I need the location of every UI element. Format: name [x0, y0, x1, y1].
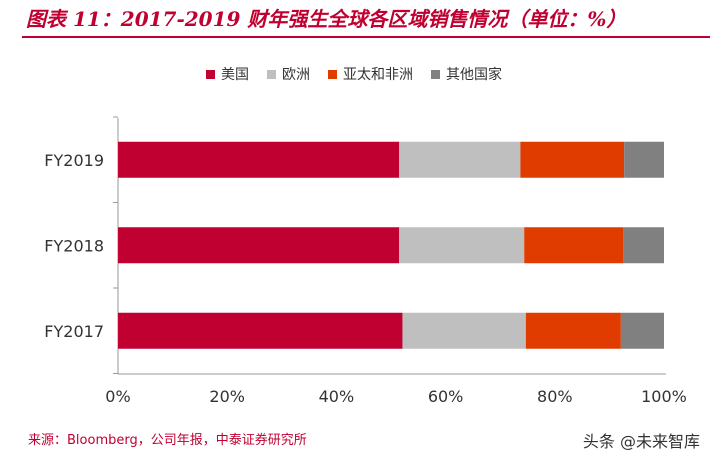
chart-title: 图表 11：2017-2019 财年强生全球各区域销售情况（单位：%） — [26, 7, 627, 31]
legend-label-asia-africa: 亚太和非洲 — [343, 67, 413, 83]
title-underline — [22, 36, 710, 38]
legend-swatch-us — [206, 69, 215, 79]
x-tick-label: 60% — [428, 387, 464, 406]
bar-fy2017-series-1 — [402, 312, 526, 349]
bar-fy2018-series-1 — [399, 227, 525, 264]
bar-fy2019-series-3 — [624, 141, 664, 178]
bar-fy2018-series-2 — [524, 227, 624, 264]
legend-label-us: 美国 — [221, 67, 249, 83]
bar-fy2019-series-0 — [118, 141, 400, 178]
x-tick-label: 100% — [641, 387, 687, 406]
x-tick-label: 80% — [537, 387, 573, 406]
category-label-fy2017: FY2017 — [44, 322, 104, 341]
x-tick-label: 40% — [319, 387, 355, 406]
legend-swatch-europe — [267, 69, 276, 79]
category-label-fy2019: FY2019 — [44, 151, 104, 170]
legend-item-europe: 欧洲 — [267, 64, 310, 84]
x-tick-label: 20% — [209, 387, 245, 406]
category-label-fy2018: FY2018 — [44, 236, 104, 255]
bar-fy2018-series-3 — [623, 227, 664, 264]
legend-swatch-others — [431, 69, 440, 79]
bar-fy2019-series-2 — [520, 141, 625, 178]
legend: 美国 欧洲 亚太和非洲 其他国家 — [206, 62, 520, 86]
legend-label-europe: 欧洲 — [282, 67, 310, 83]
legend-label-others: 其他国家 — [446, 67, 502, 83]
bar-fy2017-series-2 — [525, 312, 621, 349]
x-tick-label: 0% — [105, 387, 130, 406]
legend-item-asia-africa: 亚太和非洲 — [328, 64, 413, 84]
legend-item-others: 其他国家 — [431, 64, 502, 84]
bar-fy2017-series-0 — [118, 312, 403, 349]
watermark: 头条 @未来智库 — [582, 432, 700, 451]
source-note: 来源：Bloomberg，公司年报，中泰证券研究所 — [28, 433, 307, 448]
bar-fy2017-series-3 — [620, 312, 664, 349]
bar-fy2018-series-0 — [118, 227, 400, 264]
legend-swatch-asia-africa — [328, 69, 337, 79]
legend-item-us: 美国 — [206, 64, 249, 84]
bar-fy2019-series-1 — [399, 141, 521, 178]
